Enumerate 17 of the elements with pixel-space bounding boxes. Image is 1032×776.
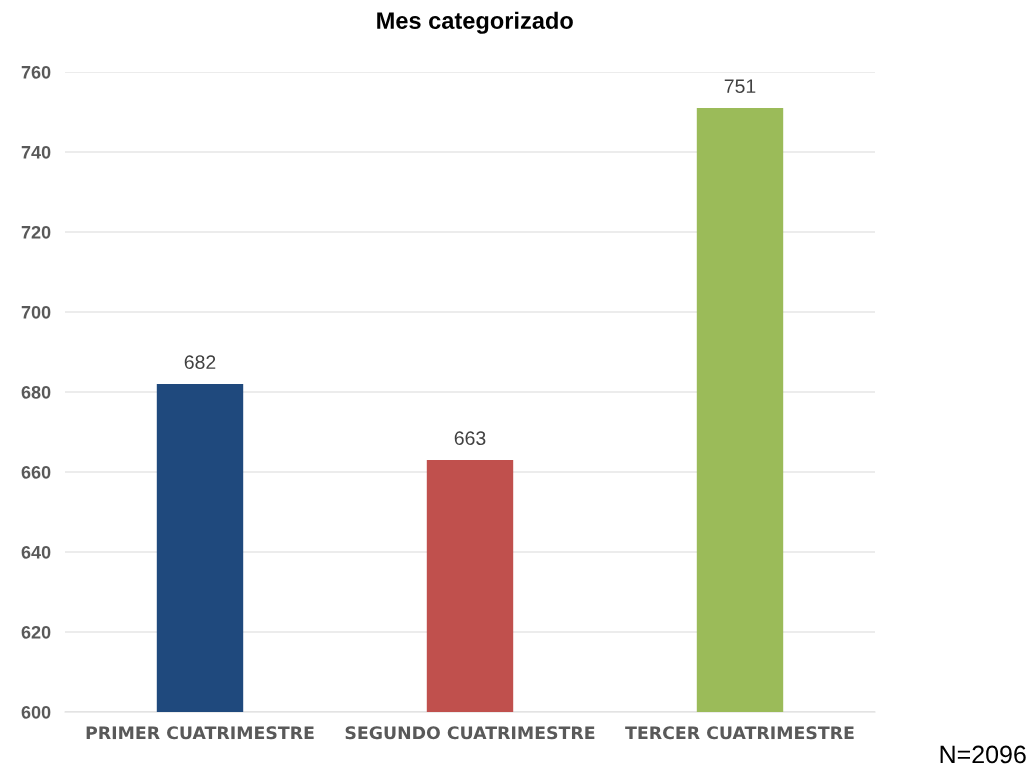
text: N=2096: [940, 745, 1026, 764]
y-tick-label: 640: [21, 545, 51, 559]
y-tick-label: 720: [21, 225, 51, 239]
x-tick-label: PRIMER CUATRIMESTRE: [86, 726, 314, 740]
data-label: 751: [724, 79, 756, 94]
data-label: 682: [184, 355, 216, 370]
y-tick-label: 740: [21, 145, 51, 159]
chart-title: Mes categorizado: [377, 11, 573, 34]
data-label: 663: [454, 431, 486, 446]
y-tick-label: 700: [21, 305, 51, 319]
y-tick-label: 600: [21, 705, 51, 719]
y-tick-label: 760: [21, 65, 51, 79]
y-tick-label: 620: [21, 625, 51, 639]
x-tick-label: SEGUNDO CUATRIMESTRE: [345, 726, 595, 740]
y-tick-label: 660: [21, 465, 51, 479]
x-tick-label: TERCER CUATRIMESTRE: [625, 726, 854, 740]
y-tick-label: 680: [21, 385, 51, 399]
